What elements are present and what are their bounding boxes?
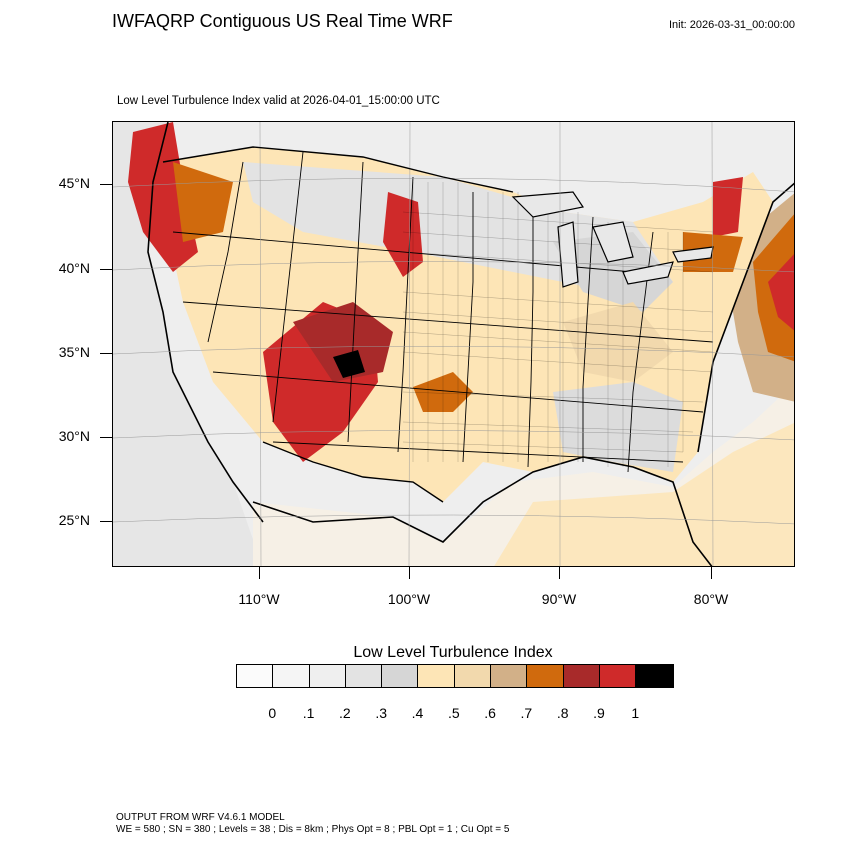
lon-label-100w: 100°W [387,591,431,607]
county-boundaries [402,182,714,467]
colorbar-label: .6 [484,705,496,721]
colorbar-swatch [563,665,600,687]
lat-tick [100,353,112,354]
lon-tick [559,567,560,579]
colorbar-label: .9 [593,705,605,721]
colorbar-label: .7 [520,705,533,721]
colorbar-label: .2 [339,705,351,721]
lat-label-25n: 25°N [58,512,90,528]
canada-border [162,146,514,193]
gulf-tan-field [494,422,794,566]
rockies-core [293,302,393,382]
great-lakes [511,191,714,288]
footer-model-line: OUTPUT FROM WRF V4.6.1 MODEL [116,812,285,823]
pacific-ocean [113,122,263,566]
colorbar-label: .5 [447,705,460,721]
lon-tick [711,567,712,579]
colorbar-swatch [309,665,346,687]
colorbar-label: 0 [268,705,277,721]
great-lakes-gray [553,232,673,312]
colorbar-swatch [273,665,310,687]
lon-label-80w: 80°W [693,591,729,607]
colorbar-label: .8 [556,705,569,721]
rockies-peak [333,350,365,378]
appalachian-field [563,302,673,382]
colorbar-swatch [237,665,274,687]
colorbar-swatch [636,665,673,687]
lon-tick [259,567,260,579]
colorbar-swatch [599,665,637,687]
mexico-border [262,441,444,503]
lat-tick [100,184,112,185]
colorbar [236,664,674,688]
lat-label-35n: 35°N [58,344,90,360]
pacific-northwest-high [128,122,198,272]
lat-label-45n: 45°N [58,175,90,191]
lat-tick [100,437,112,438]
graticule [113,122,794,566]
lat-label-40n: 40°N [58,260,90,276]
lat-tick [100,269,112,270]
southeast-gray [553,382,683,472]
colorbar-swatch [418,665,455,687]
footer-config-line: WE = 580 ; SN = 380 ; Levels = 38 ; Dis … [116,824,510,835]
atlantic-band-core [768,254,794,331]
colorbar-swatch [454,665,492,687]
colorbar-label: .1 [302,705,315,721]
colorbar-swatch [527,665,564,687]
colorbar-title: Low Level Turbulence Index [353,644,553,661]
lon-label-90w: 90°W [541,591,577,607]
lat-tick [100,521,112,522]
colorbar-swatch [491,665,528,687]
colorbar-swatch [345,665,383,687]
page-title: IWFAQRP Contiguous US Real Time WRF [112,11,453,31]
colorbar-swatch [382,665,419,687]
map-subtitle: Low Level Turbulence Index valid at 2026… [117,95,440,107]
lon-label-110w: 110°W [238,591,280,607]
map-panel [112,121,795,567]
lat-label-30n: 30°N [58,428,90,444]
colorbar-label: .3 [375,705,388,721]
lon-tick [409,567,410,579]
colorbar-label: .4 [411,705,424,721]
colorbar-label: 1 [631,705,640,721]
init-time-label: Init: 2026-03-31_00:00:00 [669,19,795,31]
coastline [147,122,794,566]
northeast-high [713,177,743,237]
turbulence-map [113,122,794,566]
